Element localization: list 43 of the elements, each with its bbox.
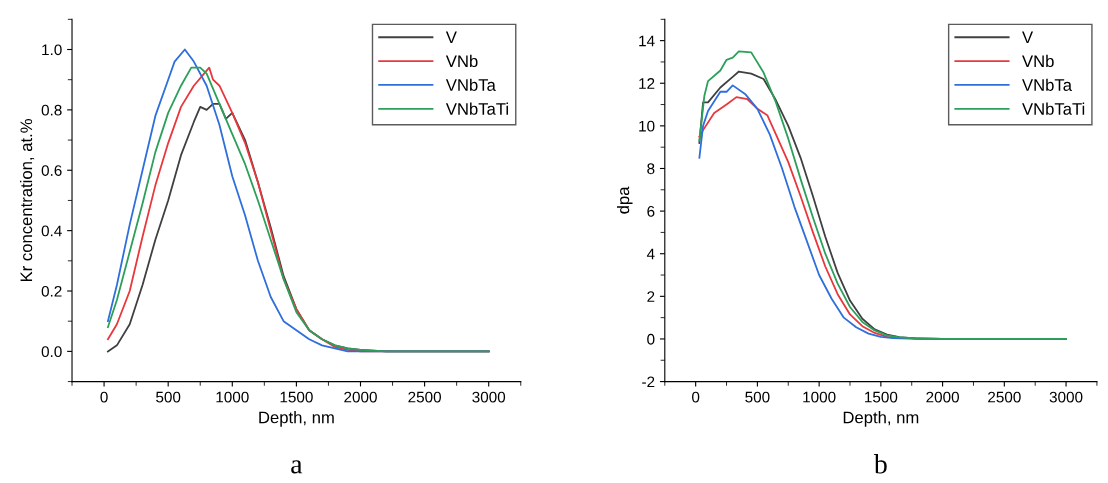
x-tick-label: 1000	[803, 391, 836, 403]
legend-label: VNb	[1022, 54, 1054, 68]
x-axis-title: Depth, nm	[259, 411, 334, 427]
y-tick-label: 0.2	[41, 285, 62, 297]
x-tick-label: 1000	[216, 391, 249, 403]
legend-label: VNbTa	[445, 78, 496, 91]
x-axis-title: Depth, nm	[843, 411, 919, 427]
legend-label: VNbTaTi	[445, 102, 508, 115]
legend-label: VNbTa	[1022, 78, 1072, 91]
y-tick-label: 0.0	[41, 346, 62, 358]
y-axis-title: Kr concentration, at.%	[19, 119, 35, 282]
y-tick-label: 4	[646, 248, 655, 260]
legend-label: V	[1022, 31, 1034, 44]
y-axis-title: dpa	[616, 186, 633, 214]
y-tick-label: 10	[639, 120, 655, 132]
y-tick-label: 12	[639, 78, 655, 89]
x-tick-label: 0	[100, 391, 108, 403]
x-tick-label: 2000	[344, 391, 377, 403]
x-tick-label: 500	[745, 391, 770, 403]
y-tick-label: 8	[647, 163, 655, 175]
x-tick-label: 2500	[408, 391, 441, 403]
y-tick-label: -2	[642, 376, 655, 388]
x-tick-label: 3000	[472, 391, 506, 403]
y-tick-label: 0.4	[41, 225, 62, 237]
text: a	[291, 460, 303, 474]
x-tick-label: 1500	[865, 391, 898, 403]
x-tick-label: 500	[156, 391, 181, 403]
y-tick-label: 2	[647, 291, 655, 302]
x-tick-label: 2500	[988, 391, 1021, 403]
x-tick-label: 0	[692, 391, 700, 403]
y-tick-label: 6	[647, 205, 655, 217]
x-tick-label: 1500	[280, 391, 313, 403]
y-tick-label: 14	[639, 35, 655, 47]
legend-label: V	[445, 31, 457, 44]
y-tick-label: 0	[647, 333, 655, 345]
y-tick-label: 1.0	[42, 44, 62, 56]
text: b	[873, 454, 887, 474]
legend-label: VNbTaTi	[1022, 102, 1085, 115]
y-tick-label: 0.8	[41, 104, 62, 116]
x-tick-label: 2000	[926, 391, 959, 403]
x-tick-label: 3000	[1049, 391, 1083, 403]
legend-label: VNb	[445, 54, 478, 68]
y-tick-label: 0.6	[41, 165, 62, 176]
